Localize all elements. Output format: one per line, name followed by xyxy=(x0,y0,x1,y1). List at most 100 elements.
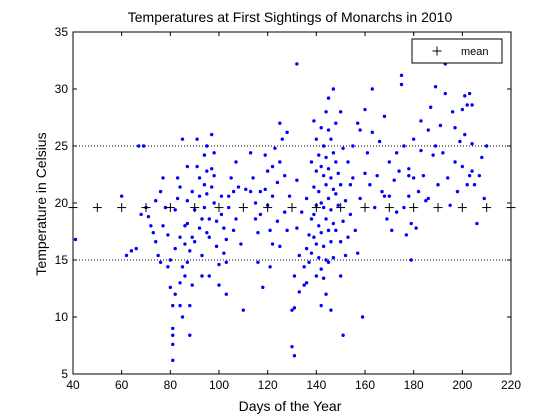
scatter-point xyxy=(375,173,379,178)
mean-marker xyxy=(457,203,467,213)
scatter-point xyxy=(331,187,336,192)
scatter-point xyxy=(304,196,309,201)
scatter-point xyxy=(402,144,406,148)
scatter-point xyxy=(207,217,211,221)
scatter-point xyxy=(321,244,326,249)
scatter-point xyxy=(407,173,411,178)
scatter-point xyxy=(467,173,472,178)
scatter-point xyxy=(319,164,323,169)
scatter-point xyxy=(188,303,192,308)
scatter-point xyxy=(287,194,292,198)
mean-marker xyxy=(482,203,492,213)
scatter-point xyxy=(190,283,194,287)
scatter-point xyxy=(290,344,294,349)
scatter-point xyxy=(336,203,340,207)
scatter-point xyxy=(341,219,345,223)
y-tick-label: 25 xyxy=(55,139,69,153)
mean-marker xyxy=(311,203,321,213)
scatter-point xyxy=(171,358,175,363)
scatter-point xyxy=(356,251,360,255)
mean-marker xyxy=(68,203,78,213)
scatter-point xyxy=(336,171,340,176)
scatter-point xyxy=(278,121,282,125)
scatter-point xyxy=(205,169,209,173)
scatter-point xyxy=(334,192,338,196)
scatter-point xyxy=(385,217,389,221)
scatter-point xyxy=(467,91,472,96)
scatter-point xyxy=(154,199,158,203)
legend-mean-marker xyxy=(432,46,442,56)
scatter-point xyxy=(426,196,430,201)
mean-marker xyxy=(506,203,516,213)
scatter-point xyxy=(139,212,143,217)
scatter-point xyxy=(137,144,141,148)
scatter-point xyxy=(166,265,170,269)
scatter-point xyxy=(438,123,443,128)
mean-marker xyxy=(190,203,200,213)
mean-marker xyxy=(238,203,248,213)
scatter-point xyxy=(290,308,294,312)
scatter-point xyxy=(309,251,314,255)
scatter-point xyxy=(161,176,165,180)
scatter-point xyxy=(370,130,374,135)
scatter-point xyxy=(304,246,309,251)
scatter-point xyxy=(382,194,387,198)
y-tick-label: 20 xyxy=(55,196,69,210)
scatter-point xyxy=(484,144,489,148)
plot-area: 40 60 80 100 120 140 160 180 200 220 5 10 15 20 25 30 35 xyxy=(55,25,522,392)
scatter-point xyxy=(205,230,209,235)
scatter-point xyxy=(258,212,263,217)
scatter-point xyxy=(463,132,467,137)
scatter-point xyxy=(331,221,336,226)
mean-marker xyxy=(433,203,443,213)
scatter-point xyxy=(429,105,433,109)
scatter-point xyxy=(210,185,214,189)
scatter-point xyxy=(453,126,457,130)
scatter-point xyxy=(253,201,258,205)
scatter-point xyxy=(207,274,211,278)
scatter-point xyxy=(283,173,287,178)
scatter-point xyxy=(168,285,173,290)
scatter-point xyxy=(326,228,331,233)
scatter-point xyxy=(341,333,345,337)
scatter-point xyxy=(278,244,282,249)
scatter-point xyxy=(302,283,306,287)
scatter-point xyxy=(175,176,180,180)
scatter-point xyxy=(183,242,187,246)
scatter-point xyxy=(326,167,331,171)
scatter-point xyxy=(197,194,202,198)
scatter-point xyxy=(329,176,333,180)
scatter-point xyxy=(231,189,236,194)
scatter-point xyxy=(275,180,280,185)
x-tick-label: 180 xyxy=(404,378,424,392)
scatter-point xyxy=(241,308,246,312)
scatter-point xyxy=(156,253,160,258)
y-axis-label: Temperature in Celsius xyxy=(33,132,49,275)
scatter-point xyxy=(285,130,289,135)
scatter-point xyxy=(219,212,224,217)
scatter-point xyxy=(185,260,190,264)
mean-marker xyxy=(360,203,370,213)
x-tick-label: 100 xyxy=(209,378,229,392)
scatter-point xyxy=(256,260,260,264)
legend: mean xyxy=(411,38,503,64)
scatter-point xyxy=(256,230,260,235)
scatter-point xyxy=(192,240,197,244)
scatter-point xyxy=(321,144,326,148)
scatter-point xyxy=(329,308,333,312)
scatter-point xyxy=(348,183,353,187)
scatter-point xyxy=(171,326,175,331)
scatter-point xyxy=(319,126,323,130)
scatter-point xyxy=(338,274,343,278)
scatter-point xyxy=(326,260,331,264)
scatter-point xyxy=(309,217,314,221)
scatter-point xyxy=(358,128,362,132)
scatter-point xyxy=(331,151,336,155)
scatter-point xyxy=(338,110,343,114)
scatter-point xyxy=(394,210,399,214)
scatter-point xyxy=(387,160,392,164)
scatter-point xyxy=(202,205,207,210)
scatter-point xyxy=(363,171,367,176)
scatter-point xyxy=(309,160,314,164)
scatter-point xyxy=(270,242,275,246)
